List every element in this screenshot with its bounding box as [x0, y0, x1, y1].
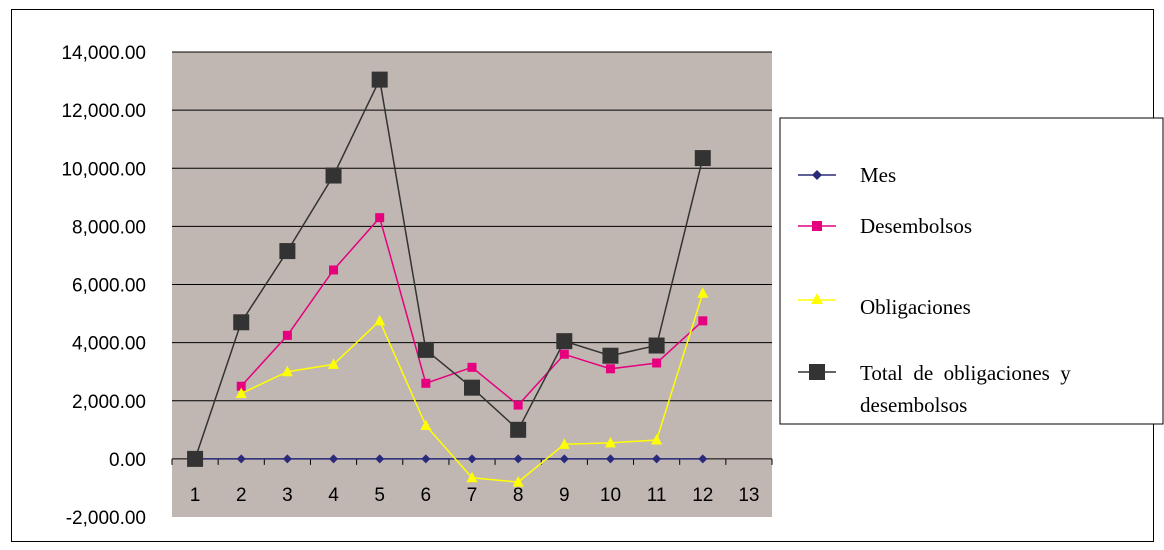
y-tick-label: 8,000.00: [72, 217, 146, 238]
legend-label-total-line1: Total de obligaciones y: [860, 361, 1071, 385]
x-tick-label: 5: [374, 485, 385, 506]
data-point-3: [648, 337, 665, 354]
x-tick-label: 11: [647, 485, 667, 506]
data-point-3: [233, 314, 250, 331]
x-tick-label: 3: [282, 485, 293, 506]
legend-item-total: Total de obligaciones y desembolsos: [798, 361, 1071, 417]
data-point-0: [421, 454, 431, 464]
data-point-0: [329, 454, 339, 464]
x-tick-label: 7: [467, 485, 478, 506]
data-point-2: [651, 433, 663, 445]
x-tick-label: 6: [421, 485, 432, 506]
y-tick-label: 6,000.00: [72, 276, 146, 297]
x-tick-label: 10: [600, 485, 621, 506]
y-tick-label: 14,000.00: [61, 43, 146, 64]
x-tick-label: 12: [692, 485, 713, 506]
series-markers: [187, 71, 711, 487]
data-point-0: [282, 454, 292, 464]
data-point-1: [282, 330, 292, 340]
data-point-0: [513, 454, 523, 464]
data-point-2: [281, 365, 293, 377]
y-axis-ticks: 14,000.00 12,000.00 10,000.00 8,000.00 6,000…: [61, 43, 146, 529]
data-point-2: [558, 438, 570, 449]
data-point-3: [325, 167, 342, 184]
data-point-1: [421, 378, 431, 388]
legend-triangle-marker: [811, 293, 823, 304]
data-point-3: [187, 450, 204, 467]
x-tick-label: 13: [738, 485, 759, 506]
data-point-2: [328, 358, 340, 369]
y-tick-label: -2,000.00: [66, 508, 146, 529]
data-point-3: [602, 347, 619, 364]
y-tick-label: 12,000.00: [61, 101, 146, 122]
legend-label-mes: Mes: [860, 163, 896, 187]
data-point-1: [698, 316, 708, 326]
data-point-1: [605, 364, 615, 374]
data-point-0: [375, 454, 385, 464]
y-tick-label: 4,000.00: [72, 334, 146, 355]
data-point-1: [375, 213, 385, 223]
data-point-2: [374, 314, 386, 326]
data-point-1: [467, 362, 477, 372]
y-tick-label: 2,000.00: [72, 392, 146, 413]
legend-diamond-marker: [812, 170, 822, 180]
data-point-2: [466, 471, 478, 483]
data-point-1: [559, 349, 569, 359]
data-point-3: [694, 150, 711, 167]
x-tick-label: 9: [559, 485, 570, 506]
x-tick-label: 1: [190, 485, 201, 506]
data-point-1: [652, 358, 662, 368]
data-point-3: [417, 341, 434, 358]
x-tick-label: 8: [513, 485, 524, 506]
data-point-2: [604, 436, 616, 448]
data-point-2: [512, 476, 524, 487]
legend-item-desembolsos: Desembolsos: [798, 214, 972, 238]
data-point-1: [329, 265, 339, 275]
data-point-0: [605, 454, 615, 464]
legend-square-marker: [812, 221, 822, 231]
data-point-3: [279, 243, 296, 260]
data-point-0: [236, 454, 246, 464]
x-tick-label: 2: [236, 485, 247, 506]
data-point-3: [464, 379, 480, 396]
data-point-0: [559, 454, 569, 464]
data-point-2: [235, 387, 247, 398]
data-point-0: [467, 454, 477, 464]
y-tick-label: 0.00: [109, 450, 146, 471]
legend-item-obligaciones: Obligaciones: [798, 293, 971, 319]
data-point-1: [513, 400, 523, 410]
legend-big-square-marker: [809, 364, 825, 380]
gridlines: [172, 51, 772, 402]
legend-label-desembolsos: Desembolsos: [860, 214, 972, 238]
data-point-0: [698, 454, 708, 464]
data-point-3: [556, 333, 573, 350]
data-point-2: [420, 419, 432, 430]
y-tick-label: 10,000.00: [61, 159, 146, 180]
data-point-3: [371, 71, 388, 88]
data-point-1: [236, 381, 246, 391]
data-point-2: [697, 287, 709, 298]
legend-label-obligaciones: Obligaciones: [860, 295, 971, 319]
data-point-3: [510, 421, 527, 438]
legend-item-mes: Mes: [798, 163, 896, 187]
legend-box: [779, 117, 1164, 425]
x-tick-label: 4: [328, 485, 339, 506]
data-point-0: [652, 454, 662, 464]
legend-label-total-line2: desembolsos: [860, 393, 967, 417]
